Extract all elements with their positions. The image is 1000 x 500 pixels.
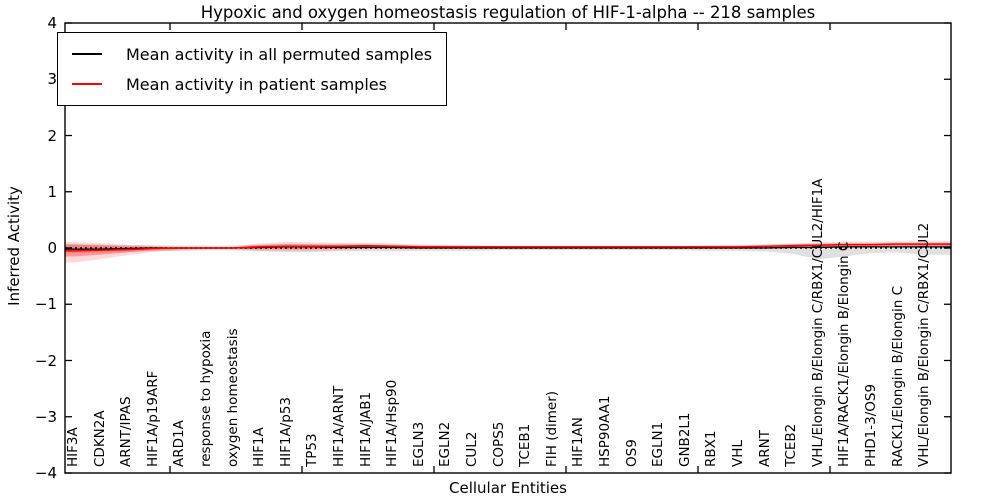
x-tick-label: RBX1 <box>703 430 720 467</box>
axes-layer <box>64 22 952 474</box>
y-tick-label: 3 <box>47 70 57 89</box>
y-tick-label: −2 <box>34 351 57 370</box>
y-tick-label: −1 <box>34 295 57 314</box>
x-tick-label: HIF1A/JAB1 <box>357 391 374 467</box>
y-axis-title: Inferred Activity <box>5 186 23 306</box>
y-tick-label: 1 <box>47 182 57 201</box>
x-tick-label: EGLN2 <box>437 421 454 467</box>
legend-line-patient-icon <box>72 83 102 85</box>
x-tick-label: HIF1A/RACK1/Elongin B/Elongin C <box>836 241 853 467</box>
x-tick-label: HSP90AA1 <box>597 395 613 467</box>
y-tick-label: −3 <box>34 407 57 426</box>
x-tick-label: HIF1A/ARNT <box>331 385 347 467</box>
x-tick-label: HIF1AN <box>570 417 587 467</box>
x-axis-title: Cellular Entities <box>449 479 567 497</box>
x-tick-label: CUL2 <box>464 431 480 467</box>
legend-label-permuted: Mean activity in all permuted samples <box>126 44 433 64</box>
x-tick-label: HIF3A <box>65 427 81 467</box>
patient-mean-line <box>65 243 951 252</box>
x-tick-label: oxygen homeostasis <box>224 328 241 468</box>
y-tick-label: −4 <box>34 464 57 482</box>
legend-item-patient: Mean activity in patient samples <box>72 70 432 98</box>
x-tick-label: RACK1/Elongin B/Elongin C <box>889 285 906 467</box>
x-tick-label: VHL/Elongin B/Elongin C/RBX1/CUL2 <box>916 222 933 467</box>
y-tick-label: 4 <box>47 14 57 32</box>
x-tick-label: EGLN1 <box>650 421 667 467</box>
x-tick-label: FIH (dimer) <box>543 390 560 467</box>
legend: Mean activity in all permuted samples Me… <box>57 32 448 106</box>
x-tick-label: VHL <box>730 440 746 467</box>
x-tick-label: VHL/Elongin B/Elongin C/RBX1/CUL2/HIF1A <box>809 178 826 467</box>
x-tick-label: HIF1A/Hsp90 <box>384 379 401 467</box>
x-tick-label: OS9 <box>623 439 640 467</box>
x-tick-label: ARNT/IPAS <box>118 396 135 467</box>
x-tick-label: HIF1A/p53 <box>277 396 294 467</box>
y-tick-label: 0 <box>47 239 57 257</box>
x-tick-label: HIF1A/p19ARF <box>144 370 161 467</box>
x-tick-label: EGLN3 <box>410 421 427 467</box>
x-tick-label: response to hypoxia <box>198 330 214 467</box>
legend-item-permuted: Mean activity in all permuted samples <box>72 40 432 68</box>
x-tick-label: TP53 <box>304 433 321 467</box>
x-tick-label: CDKN2A <box>91 410 108 467</box>
x-tick-label: PHD1-3/OS9 <box>863 383 879 467</box>
legend-line-permuted-icon <box>72 53 102 55</box>
x-tick-label: TCEB2 <box>783 423 800 467</box>
x-tick-label: GNB2L1 <box>676 412 693 467</box>
y-tick-label: 2 <box>47 126 57 145</box>
legend-label-patient: Mean activity in patient samples <box>126 74 387 94</box>
x-tick-label: COPS5 <box>490 421 507 467</box>
x-tick-label: HIF1A <box>251 427 268 467</box>
chart-title: Hypoxic and oxygen homeostasis regulatio… <box>200 3 816 22</box>
x-tick-label: ARD1A <box>171 420 188 467</box>
x-tick-label: TCEB1 <box>517 423 534 467</box>
x-tick-label: ARNT <box>756 430 773 467</box>
line-layer <box>65 243 951 252</box>
